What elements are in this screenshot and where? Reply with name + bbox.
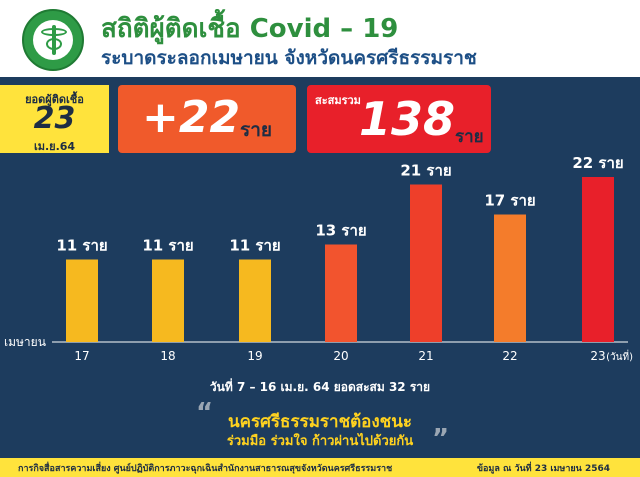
bar-day-23 [582,177,614,342]
chart-footnote: วันที่ 7 – 16 เม.ย. 64 ยอดสะสม 32 ราย [209,380,431,394]
total-cases-value: 138 [359,92,456,146]
x-axis-label: (วันที่) [606,349,633,363]
x-tick-label-19: 19 [247,349,262,363]
total-cases-label: สะสมรวม [315,94,361,107]
total-cases-unit: ราย [455,127,484,147]
data-label-day-19: 11 ราย [229,237,280,255]
today-day: 23 [33,101,76,136]
bar-day-20 [325,244,357,342]
x-tick-label-21: 21 [418,349,433,363]
today-label: ยอดผู้ติดเชื้อ [25,93,84,106]
new-cases-value: +22 [142,92,241,143]
footer-date: ข้อมูล ณ วันที่ 23 เมษายน 2564 [476,464,610,474]
data-label-day-23: 22 ราย [572,154,623,172]
total-cases-box: สะสมรวม 138 ราย [307,85,491,153]
bar-day-18 [152,259,184,342]
open-quote-mark: “ [196,398,214,428]
today-month: เม.ย.64 [33,140,76,153]
slogan-line-2: ร่วมมือ ร่วมใจ ก้าวผ่านไปด้วยกัน [226,434,414,449]
x-tick-label-23: 23 [590,349,605,363]
bar-day-21 [410,184,442,342]
bar-day-19 [239,259,271,342]
close-quote-mark: ” [432,424,450,454]
x-tick-label-20: 20 [333,349,348,363]
ministry-logo [22,9,84,71]
data-label-day-18: 11 ราย [142,237,193,255]
data-label-day-17: 11 ราย [56,237,107,255]
new-cases-unit: ราย [240,119,273,141]
bar-day-17 [66,259,98,342]
x-tick-label-18: 18 [160,349,175,363]
bar-day-22 [494,214,526,342]
x-tick-label-17: 17 [74,349,89,363]
header: สถิติผู้ติดเชื้อ Covid – 19 ระบาดระลอกเม… [0,0,640,77]
data-label-day-22: 17 ราย [484,192,535,210]
y-axis-label: เมษายน [4,335,46,349]
footer-source: การกิจสื่อสารความเสี่ยง ศูนย์ปฏิบัติการภ… [18,464,393,474]
page-title: สถิติผู้ติดเชื้อ Covid – 19 [101,14,399,44]
new-cases-box: +22 ราย [118,85,296,153]
x-tick-label-22: 22 [502,349,517,363]
page-subtitle: ระบาดระลอกเมษายน จังหวัดนครศรีธรรมราช [101,47,477,69]
data-label-day-21: 21 ราย [400,162,451,180]
today-date-box: ยอดผู้ติดเชื้อ 23 เม.ย.64 [0,85,109,153]
footer-bar: การกิจสื่อสารความเสี่ยง ศูนย์ปฏิบัติการภ… [0,458,640,477]
slogan-line-1: นครศรีธรรมราชต้องชนะ [228,412,412,432]
daily-cases-bar-chart: เมษายน 11 ราย 17 11 ราย 18 11 ราย 19 13 ราย 20 21… [4,154,633,363]
data-label-day-20: 13 ราย [315,222,366,240]
